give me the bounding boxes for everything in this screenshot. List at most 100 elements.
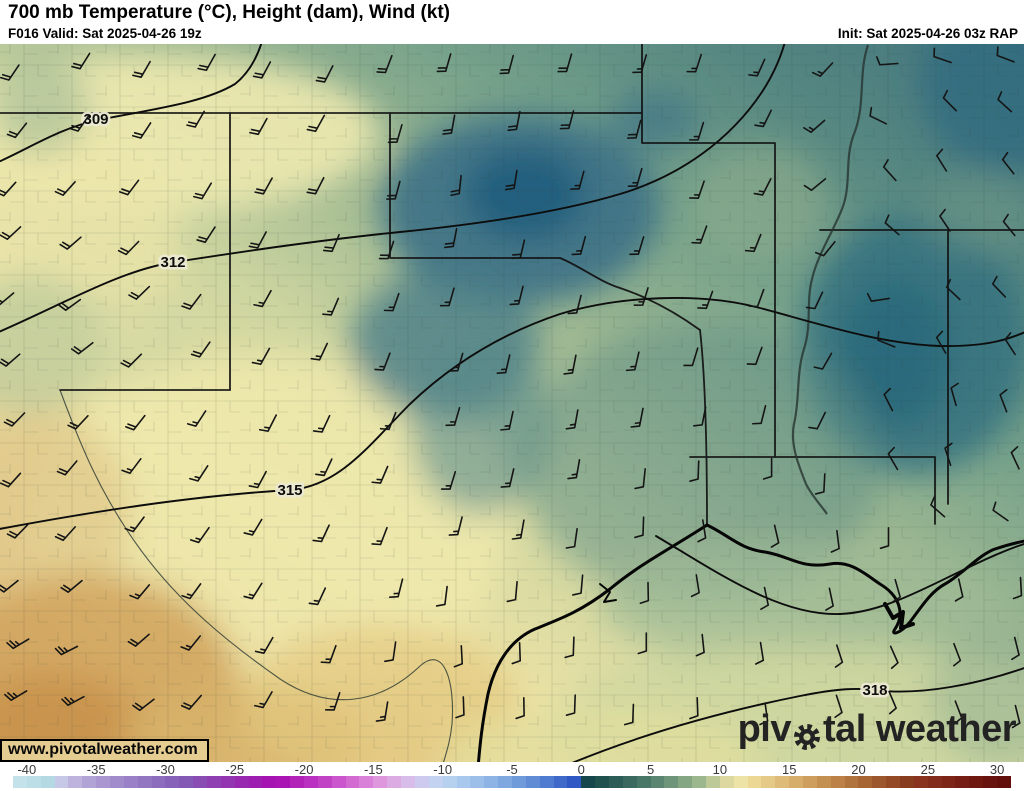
wind-barb-icon: [58, 298, 82, 311]
wind-barb-icon: [557, 53, 573, 73]
wind-barb-icon: [4, 690, 28, 701]
contour-label-315: 315: [277, 482, 302, 499]
wind-barb-icon: [1012, 576, 1023, 600]
wind-barb-icon: [315, 458, 333, 477]
wind-barb-icon: [254, 177, 273, 195]
wind-barb-icon: [625, 351, 640, 372]
county-grid-texture: [0, 44, 1024, 762]
wind-barb-icon: [69, 115, 90, 132]
wind-barb-icon: [243, 582, 263, 600]
colorbar-cell: [484, 776, 499, 788]
colorbar-cell: [858, 776, 873, 788]
colorbar-cell: [608, 776, 623, 788]
wind-barb-icon: [689, 180, 705, 200]
colorbar-cell: [525, 776, 540, 788]
wind-barb-icon: [388, 578, 404, 598]
wind-barb-icon: [515, 696, 525, 720]
website-url-box[interactable]: www.pivotalweather.com: [0, 739, 209, 762]
wind-barb-icon: [888, 690, 897, 715]
wind-barb-icon: [744, 233, 762, 253]
wind-barb-icon: [954, 578, 964, 602]
colorbar-cell: [567, 776, 582, 788]
wind-barb-icon: [375, 701, 389, 722]
colorbar-cell: [872, 776, 887, 788]
colorbar-cell: [359, 776, 374, 788]
wind-barb-icon: [6, 638, 30, 650]
wind-barb-icon: [571, 235, 587, 256]
wind-barb-icon: [0, 353, 21, 367]
colorbar: [13, 776, 1011, 788]
wind-barb-icon: [939, 208, 951, 232]
header: 700 mb Temperature (°C), Height (dam), W…: [0, 0, 1024, 44]
wind-barb-icon: [127, 633, 150, 647]
colorbar-cell: [331, 776, 346, 788]
colorbar-cell: [165, 776, 180, 788]
coastline: [476, 523, 1024, 770]
wind-barb-icon: [118, 179, 140, 196]
contour-309: [0, 37, 264, 163]
wind-barb-icon: [440, 470, 457, 490]
wind-barb-icon: [882, 159, 897, 182]
wind-barb-icon: [435, 585, 448, 607]
colorbar-cell: [442, 776, 457, 788]
wind-barb-icon: [254, 636, 274, 654]
wind-barb-icon: [386, 180, 401, 200]
wind-barb-icon: [499, 54, 515, 75]
wind-barb-icon: [374, 352, 391, 371]
wind-barb-icon: [444, 228, 458, 249]
state-borders: [0, 43, 1024, 526]
wind-barb-icon: [686, 53, 703, 73]
wind-barb-icon: [132, 698, 155, 712]
contour-label-312: 312: [160, 254, 185, 271]
gear-icon: [792, 717, 822, 750]
colorbar-cell: [96, 776, 111, 788]
wind-barb-icon: [753, 178, 772, 196]
colorbar-tick-label: 5: [646, 762, 655, 777]
valid-time-label: F016 Valid: Sat 2025-04-26 19z: [8, 26, 202, 41]
colorbar-cell: [262, 776, 277, 788]
wind-barb-icon: [384, 641, 397, 663]
wind-barb-icon: [567, 458, 581, 480]
wind-barb-icon: [834, 694, 843, 719]
wind-barb-icon: [251, 347, 271, 366]
wind-barb-icon: [190, 341, 211, 358]
wind-barb-icon: [315, 65, 334, 83]
wind-barb-icon: [869, 106, 888, 125]
wind-barb-icon: [54, 526, 76, 542]
wind-barb-icon: [892, 578, 901, 603]
watermark-part2: tal weather: [822, 708, 1017, 750]
colorbar-tick-label: 30: [989, 762, 1005, 777]
wind-barb-icon: [569, 170, 585, 190]
wind-barb-icon: [811, 62, 834, 77]
wind-barb-icon: [866, 292, 891, 303]
wind-barb-icon: [639, 581, 650, 605]
wind-barb-icon: [803, 178, 827, 192]
wind-barb-icon: [445, 406, 461, 427]
wind-barb-icon: [511, 519, 525, 540]
colorbar-cell: [692, 776, 706, 788]
wind-barb-icon: [378, 240, 395, 260]
wind-barb-icon: [254, 691, 273, 709]
colorbar-tick-label: -25: [225, 762, 245, 777]
wind-barb-icon: [683, 347, 699, 367]
wind-barb-icon: [879, 526, 890, 550]
wind-barb-icon: [439, 287, 455, 307]
wind-barb-icon: [623, 703, 635, 726]
wind-barb-icon: [308, 587, 327, 606]
wind-barb-icon: [999, 388, 1008, 413]
wind-barb-icon: [448, 516, 463, 536]
wind-barb-icon: [320, 644, 337, 664]
colorbar-cell: [40, 776, 55, 788]
wind-barb-icon: [942, 89, 958, 112]
wind-barb-icon: [0, 292, 15, 306]
wind-barb-icon: [808, 411, 827, 430]
colorbar-tick-label: 15: [781, 762, 797, 777]
colorbar-cell: [983, 776, 998, 788]
wind-barb-icon: [945, 278, 961, 301]
wind-barb-icon: [376, 54, 393, 74]
wind-barb-icon: [996, 46, 1015, 63]
wind-barb-icon: [770, 524, 780, 548]
wind-barb-icon: [930, 496, 946, 518]
colorbar-cell: [123, 776, 138, 788]
